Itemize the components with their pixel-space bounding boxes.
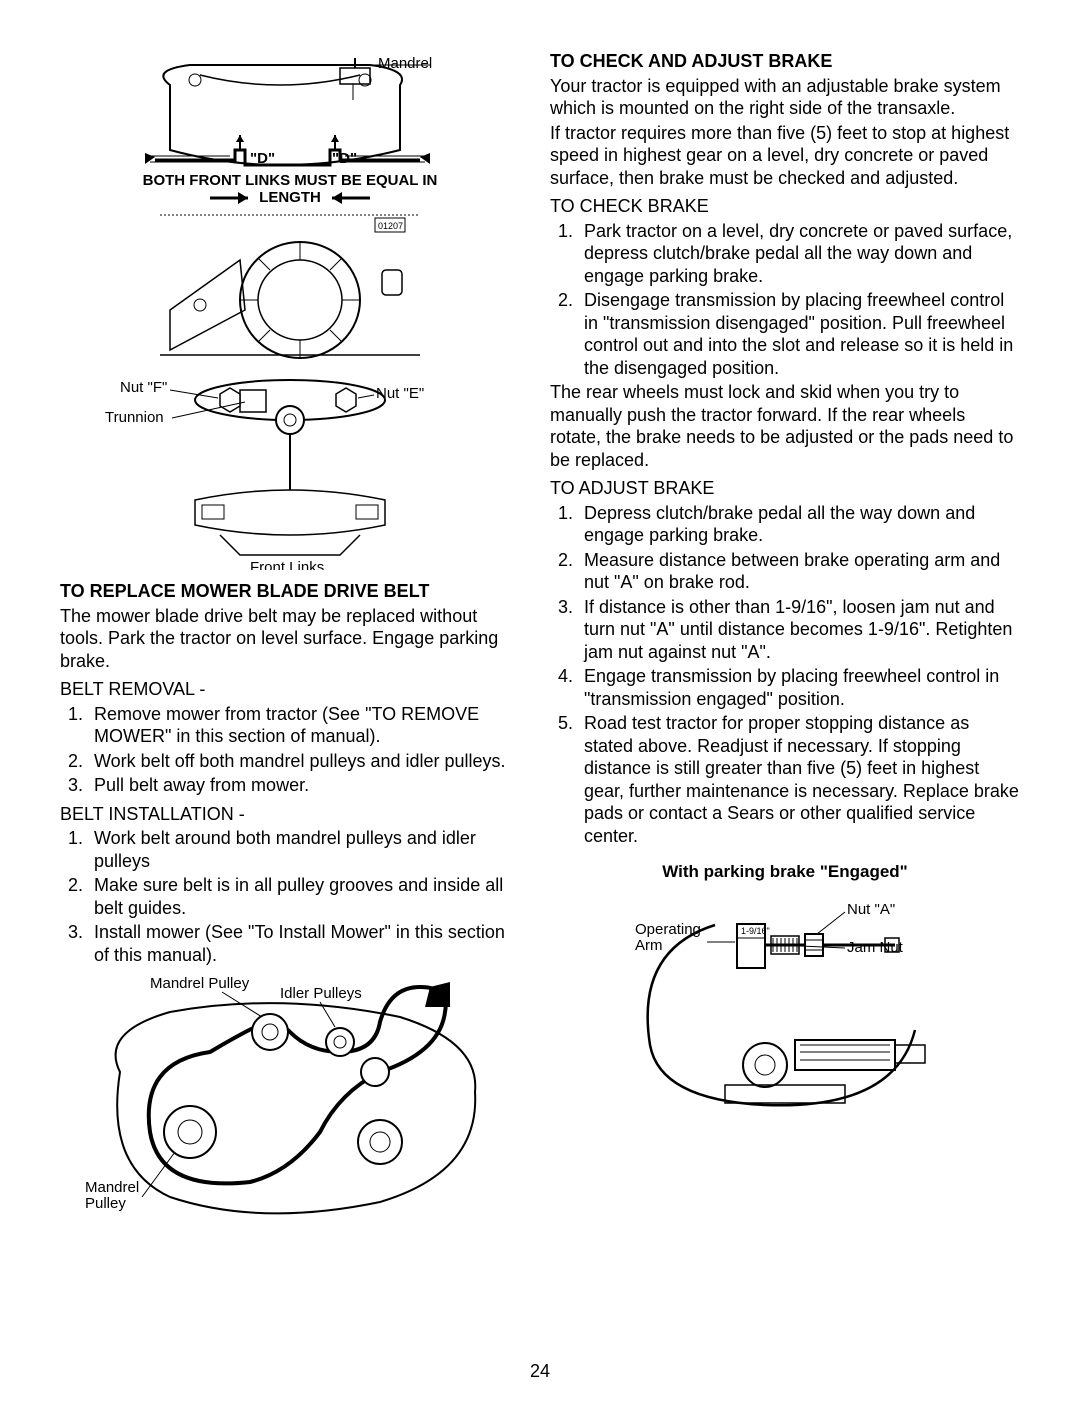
list-item: Park tractor on a level, dry concrete or… [578,220,1020,288]
idler-pulleys-label: Idler Pulleys [280,985,362,1002]
belt-routing-diagram: Mandrel Pulley Idler Pulleys [60,972,520,1232]
nut-a-label: Nut "A" [847,901,895,918]
arm-label: Arm [635,937,663,954]
to-check-brake-heading: TO CHECK BRAKE [550,195,1020,218]
brake-dim-label: 1-9/16" [741,926,770,936]
list-item: Install mower (See "To Install Mower" in… [88,921,520,966]
list-item: Work belt off both mandrel pulleys and i… [88,750,520,773]
list-item: Disengage transmission by placing freewh… [578,289,1020,379]
mandrel-pulley-bot-l2: Pulley [85,1195,126,1212]
check-adjust-brake-heading: TO CHECK AND ADJUST BRAKE [550,50,1020,73]
list-item: Work belt around both mandrel pulleys an… [88,827,520,872]
links-equal-caption-2: LENGTH [259,189,321,206]
belt-install-heading: BELT INSTALLATION - [60,803,520,826]
parking-brake-engaged-caption: With parking brake "Engaged" [550,861,1020,882]
nut-e-label: Nut "E" [376,385,424,402]
d-right-label: "D" [332,150,357,167]
brake-diagram: 1-9/16" [550,890,1020,1120]
list-item: Make sure belt is in all pulley grooves … [88,874,520,919]
brake-intro-2: If tractor requires more than five (5) f… [550,122,1020,190]
brake-note: The rear wheels must lock and skid when … [550,381,1020,471]
list-item: Road test tractor for proper stopping di… [578,712,1020,847]
d-left-label: "D" [250,150,275,167]
page-number: 24 [0,1361,1080,1382]
operating-label: Operating [635,921,701,938]
mandrel-pulley-bot-l1: Mandrel [85,1179,139,1196]
nut-f-label: Nut "F" [120,379,167,396]
list-item: Depress clutch/brake pedal all the way d… [578,502,1020,547]
belt-removal-list: Remove mower from tractor (See "TO REMOV… [60,703,520,797]
links-equal-caption-1: BOTH FRONT LINKS MUST BE EQUAL IN [143,172,438,189]
list-item: Measure distance between brake operating… [578,549,1020,594]
right-column: TO CHECK AND ADJUST BRAKE Your tractor i… [550,50,1020,1236]
replace-belt-heading: TO REPLACE MOWER BLADE DRIVE BELT [60,580,520,603]
list-item: If distance is other than 1-9/16", loose… [578,596,1020,664]
belt-removal-heading: BELT REMOVAL - [60,678,520,701]
mandrel-label: Mandrel [378,55,432,72]
front-links-label: Front Links [250,559,324,570]
belt-install-list: Work belt around both mandrel pulleys an… [60,827,520,966]
trunnion-label: Trunnion [105,409,164,426]
list-item: Engage transmission by placing freewheel… [578,665,1020,710]
front-links-diagram: Mandrel "D" "D" [60,50,520,570]
left-column: Mandrel "D" "D" [60,50,520,1236]
to-adjust-brake-heading: TO ADJUST BRAKE [550,477,1020,500]
brake-intro-1: Your tractor is equipped with an adjusta… [550,75,1020,120]
page-content: Mandrel "D" "D" [60,50,1020,1236]
replace-belt-intro: The mower blade drive belt may be replac… [60,605,520,673]
check-brake-list: Park tractor on a level, dry concrete or… [550,220,1020,380]
list-item: Remove mower from tractor (See "TO REMOV… [88,703,520,748]
jam-nut-label: Jam Nut [847,939,904,956]
svg-text:01207: 01207 [378,221,403,231]
adjust-brake-list: Depress clutch/brake pedal all the way d… [550,502,1020,848]
mandrel-pulley-top-label: Mandrel Pulley [150,975,250,992]
list-item: Pull belt away from mower. [88,774,520,797]
